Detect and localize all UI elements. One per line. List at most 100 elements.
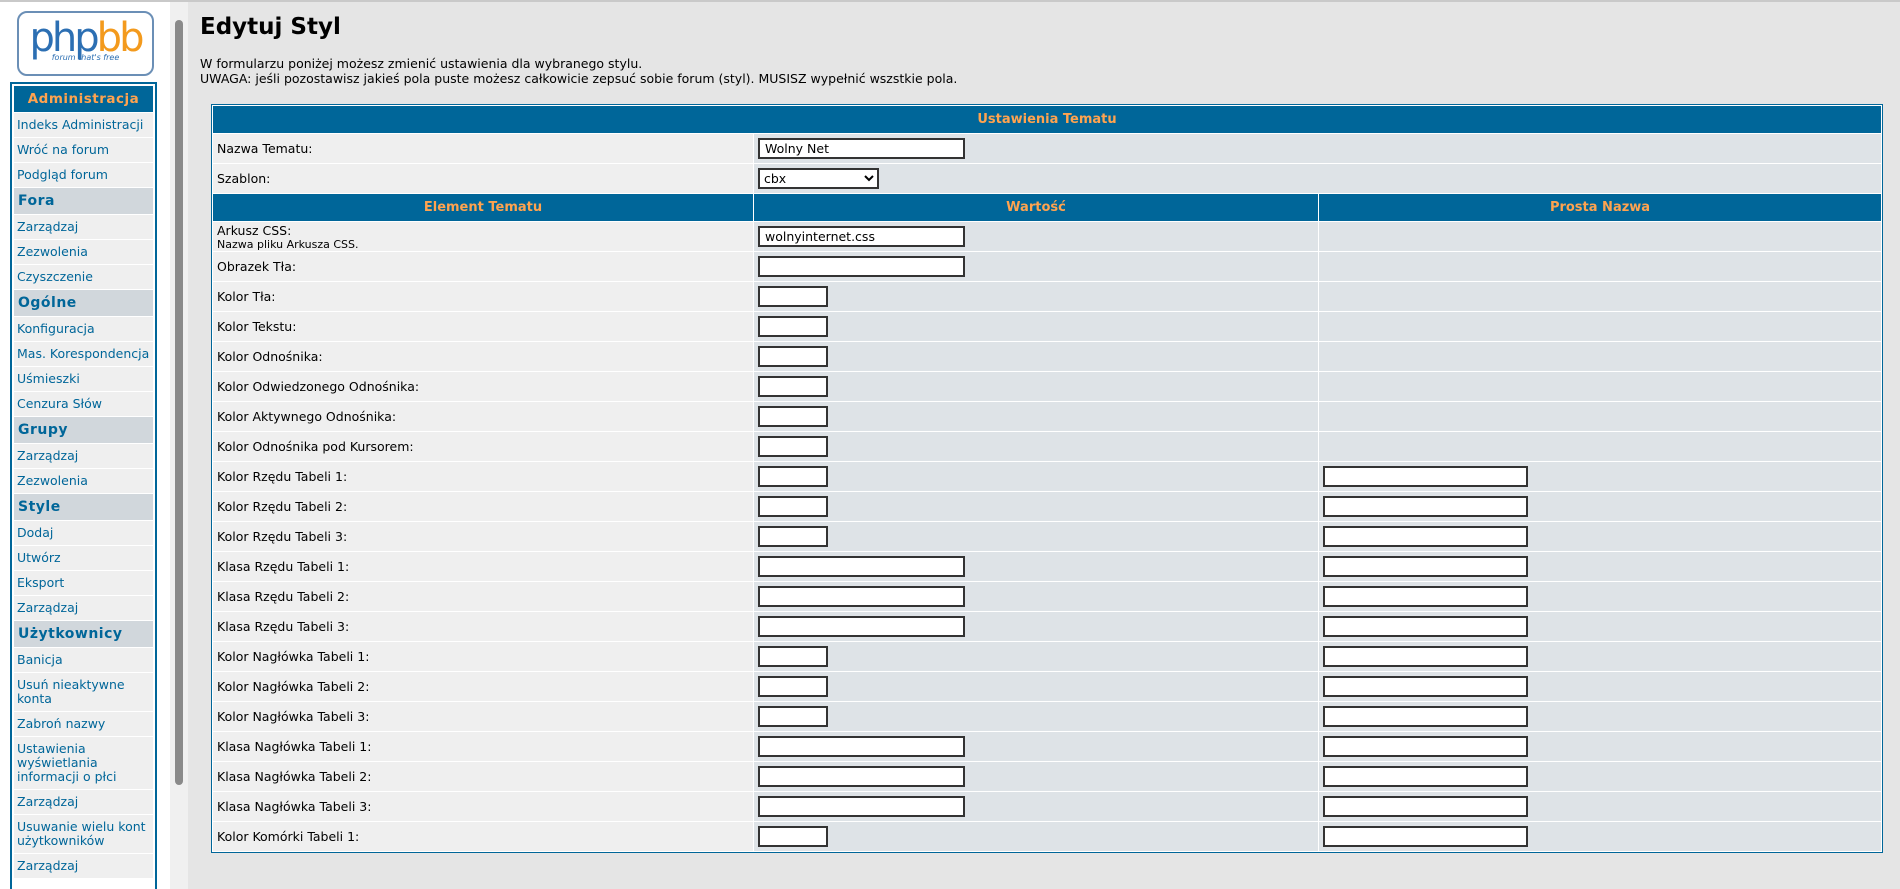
- nav-link[interactable]: Czyszczenie: [14, 265, 153, 289]
- nav-link[interactable]: Uśmieszki: [14, 367, 153, 391]
- text-input[interactable]: [758, 736, 965, 757]
- text-input[interactable]: [758, 586, 965, 607]
- nav-link[interactable]: Eksport: [14, 571, 153, 595]
- row-label: Arkusz CSS:: [217, 222, 292, 238]
- row-label: Klasa Nagłówka Tabeli 1:: [217, 739, 372, 754]
- text-input[interactable]: [758, 256, 965, 277]
- label-cell: Nazwa Tematu:: [213, 134, 753, 163]
- text-input[interactable]: [1323, 736, 1528, 757]
- text-input[interactable]: [758, 796, 965, 817]
- table-row: Klasa Nagłówka Tabeli 2:: [213, 762, 1881, 791]
- text-input[interactable]: [1323, 676, 1528, 697]
- select[interactable]: cbx: [758, 168, 879, 189]
- text-input[interactable]: [1323, 466, 1528, 487]
- text-input[interactable]: [758, 766, 965, 787]
- row-label: Kolor Rzędu Tabeli 1:: [217, 469, 348, 484]
- text-input[interactable]: [1323, 706, 1528, 727]
- logo-text: bb: [96, 15, 145, 61]
- value-cell: [754, 462, 1318, 491]
- label-cell: Kolor Nagłówka Tabeli 2:: [213, 672, 753, 701]
- simple-name-cell: [1319, 732, 1881, 761]
- nav-link[interactable]: Podgląd forum: [14, 163, 153, 187]
- text-input[interactable]: [758, 286, 828, 307]
- text-input[interactable]: [1323, 826, 1528, 847]
- text-input[interactable]: [758, 706, 828, 727]
- text-input[interactable]: [758, 436, 828, 457]
- text-input[interactable]: [758, 346, 828, 367]
- text-input[interactable]: [758, 826, 828, 847]
- value-cell: [754, 552, 1318, 581]
- nav-link[interactable]: Zarządzaj: [14, 596, 153, 620]
- text-input[interactable]: [758, 138, 965, 159]
- label-cell: Kolor Odnośnika pod Kursorem:: [213, 432, 753, 461]
- nav-link[interactable]: Ustawienia wyświetlania informacji o płc…: [14, 737, 153, 789]
- value-cell: [754, 522, 1318, 551]
- table-row: Kolor Tła:: [213, 282, 1881, 311]
- row-label: Kolor Tekstu:: [217, 319, 297, 334]
- nav-link[interactable]: Mas. Korespondencja: [14, 342, 153, 366]
- nav-link[interactable]: Konfiguracja: [14, 317, 153, 341]
- nav-panel: Administracja Indeks Administracji Wróć na…: [10, 82, 157, 889]
- nav-link[interactable]: Banicja: [14, 648, 153, 672]
- text-input[interactable]: [758, 676, 828, 697]
- table-row: Kolor Tekstu:: [213, 312, 1881, 341]
- text-input[interactable]: [758, 616, 965, 637]
- scrollbar[interactable]: [170, 2, 188, 889]
- nav-section-header: Użytkownicy: [14, 621, 153, 647]
- text-input[interactable]: [1323, 496, 1528, 517]
- nav-link[interactable]: Wróć na forum: [14, 138, 153, 162]
- text-input[interactable]: [1323, 616, 1528, 637]
- simple-name-cell: [1319, 342, 1881, 371]
- text-input[interactable]: [758, 316, 828, 337]
- label-cell: Klasa Rzędu Tabeli 2:: [213, 582, 753, 611]
- text-input[interactable]: [758, 556, 965, 577]
- label-cell: Kolor Tekstu:: [213, 312, 753, 341]
- nav-link[interactable]: Dodaj: [14, 521, 153, 545]
- nav-link[interactable]: Zezwolenia: [14, 469, 153, 493]
- value-cell: [754, 252, 1318, 281]
- page-title: Edytuj Styl: [200, 14, 341, 40]
- nav-link[interactable]: Zarządzaj: [14, 790, 153, 814]
- text-input[interactable]: [1323, 586, 1528, 607]
- nav-link[interactable]: Zarządzaj: [14, 444, 153, 468]
- nav-link[interactable]: Indeks Administracji: [14, 113, 153, 137]
- text-input[interactable]: [758, 646, 828, 667]
- scroll-thumb[interactable]: [175, 20, 183, 785]
- nav-link[interactable]: Cenzura Słów: [14, 392, 153, 416]
- label-cell: Obrazek Tła:: [213, 252, 753, 281]
- label-cell: Kolor Nagłówka Tabeli 3:: [213, 702, 753, 731]
- simple-name-cell: [1319, 372, 1881, 401]
- table-title: Ustawienia Tematu: [213, 106, 1881, 133]
- nav-link[interactable]: Zarządzaj: [14, 854, 153, 878]
- logo[interactable]: phpbb forum that's free: [17, 11, 154, 76]
- text-input[interactable]: [758, 226, 965, 247]
- text-input[interactable]: [1323, 556, 1528, 577]
- nav-link[interactable]: Usuń nieaktywne konta: [14, 673, 153, 711]
- text-input[interactable]: [758, 466, 828, 487]
- text-input[interactable]: [1323, 526, 1528, 547]
- value-cell: [754, 612, 1318, 641]
- text-input[interactable]: [1323, 766, 1528, 787]
- nav-link[interactable]: Utwórz: [14, 546, 153, 570]
- row-label: Kolor Rzędu Tabeli 3:: [217, 529, 348, 544]
- table-row: Klasa Rzędu Tabeli 2:: [213, 582, 1881, 611]
- nav-link[interactable]: Zarządzaj: [14, 215, 153, 239]
- text-input[interactable]: [758, 526, 828, 547]
- text-input[interactable]: [758, 406, 828, 427]
- nav-link[interactable]: Zabroń nazwy: [14, 712, 153, 736]
- value-cell: [754, 492, 1318, 521]
- nav-link[interactable]: Usuwanie wielu kont użytkowników: [14, 815, 153, 853]
- text-input[interactable]: [1323, 796, 1528, 817]
- table-row: Kolor Odnośnika:: [213, 342, 1881, 371]
- table-row: Kolor Nagłówka Tabeli 2:: [213, 672, 1881, 701]
- label-cell: Klasa Rzędu Tabeli 1:: [213, 552, 753, 581]
- text-input[interactable]: [758, 376, 828, 397]
- label-cell: Kolor Odwiedzonego Odnośnika:: [213, 372, 753, 401]
- text-input[interactable]: [758, 496, 828, 517]
- text-input[interactable]: [1323, 646, 1528, 667]
- value-cell: [754, 372, 1318, 401]
- nav-link[interactable]: Zezwolenia: [14, 240, 153, 264]
- nav-section-header: Style: [14, 494, 153, 520]
- simple-name-cell: [1319, 522, 1881, 551]
- simple-name-cell: [1319, 582, 1881, 611]
